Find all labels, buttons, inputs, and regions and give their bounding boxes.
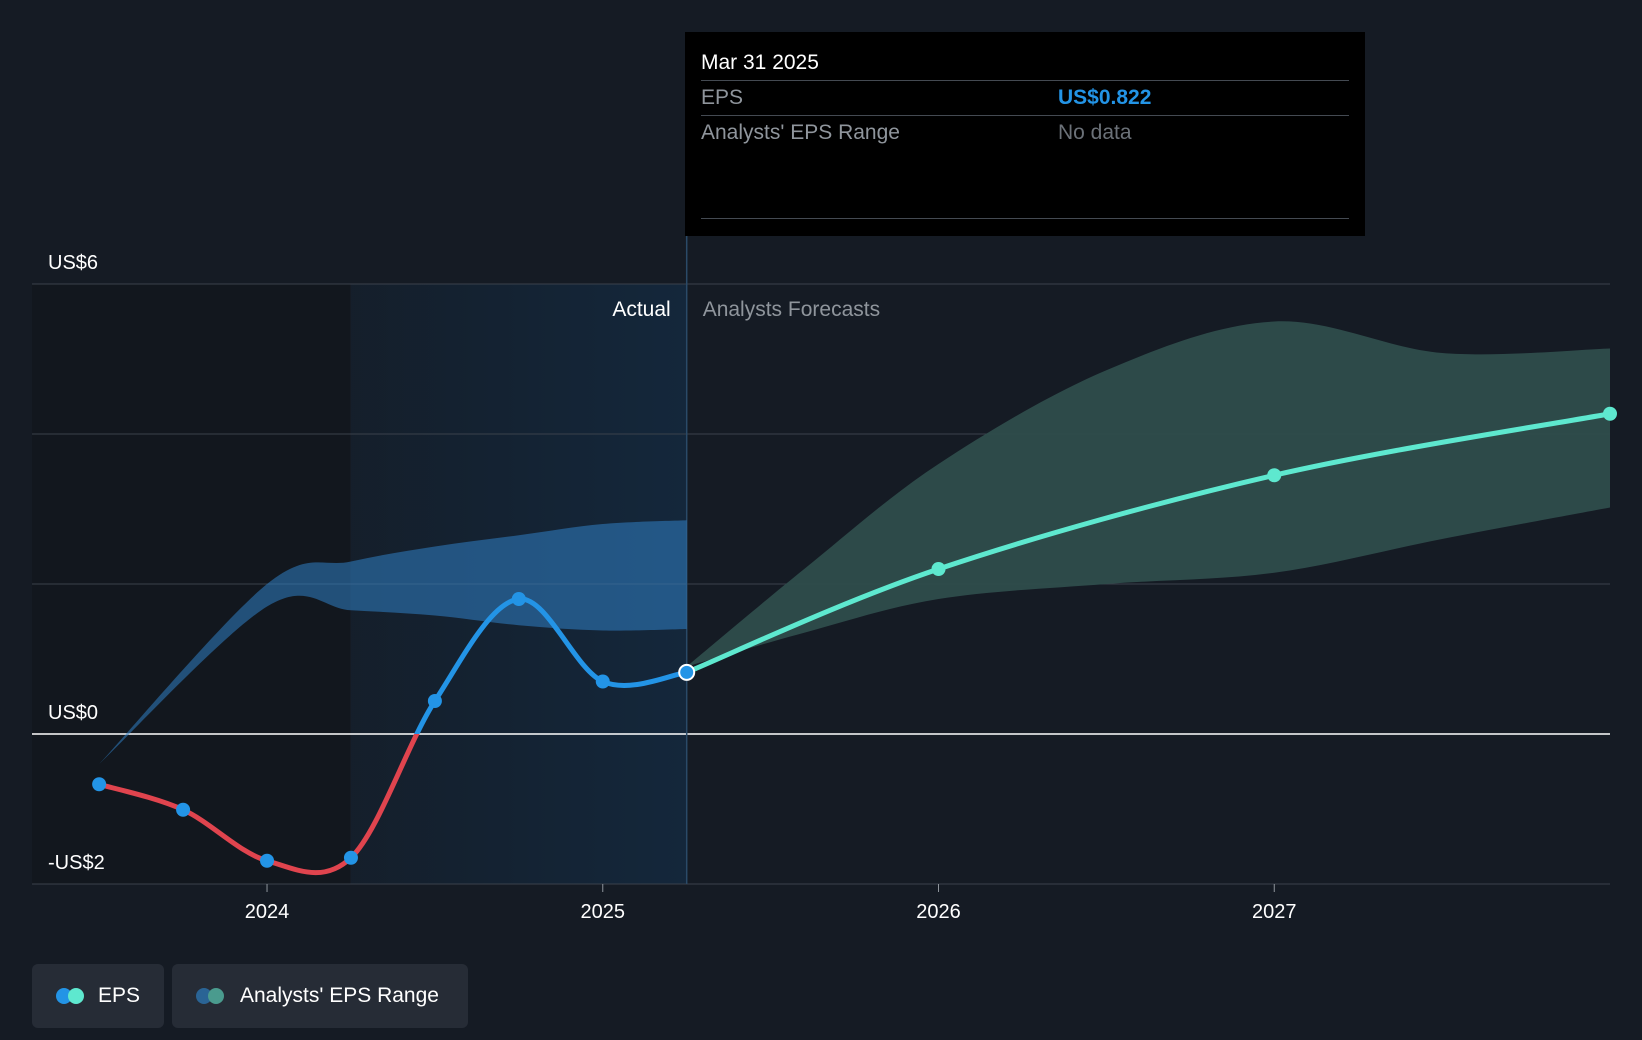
eps-forecast-line	[684, 411, 1613, 675]
tooltip-date: Mar 31 2025	[701, 46, 1349, 81]
eps-point[interactable]	[427, 694, 442, 708]
tooltip-range-label: Analysts' EPS Range	[701, 121, 900, 144]
eps-point[interactable]	[595, 674, 610, 689]
x-tick-label: 2025	[581, 901, 626, 923]
eps-lines	[96, 411, 1613, 876]
eps-point[interactable]	[176, 802, 191, 817]
tooltip-row-range: Analysts' EPS Range No data	[701, 116, 1349, 150]
actual-label: Actual	[612, 298, 670, 321]
eps-point[interactable]	[343, 850, 358, 865]
range-legend-icon	[196, 988, 226, 1004]
y-tick-label: -US$2	[48, 852, 105, 874]
tooltip-row-eps: EPS US$0.822	[701, 81, 1349, 116]
eps-forecast-point[interactable]	[931, 562, 946, 576]
x-tick-label: 2027	[1252, 901, 1297, 923]
actual-eps-range-band	[99, 520, 687, 764]
eps-point[interactable]	[511, 592, 526, 606]
legend-item-analysts-eps-range[interactable]: Analysts' EPS Range	[172, 964, 468, 1028]
analysts-forecasts-label: Analysts Forecasts	[703, 298, 880, 321]
y-tick-label: US$0	[48, 702, 98, 724]
legend-label-analysts-eps-range: Analysts' EPS Range	[240, 984, 439, 1007]
eps-point-highlighted[interactable]	[678, 663, 696, 681]
eps-point[interactable]	[92, 777, 107, 792]
x-tick-label: 2026	[916, 901, 961, 923]
eps-point[interactable]	[260, 853, 275, 868]
x-tick-label: 2024	[245, 901, 290, 923]
tooltip-eps-value: US$0.822	[1058, 86, 1152, 109]
eps-actual-line	[96, 596, 690, 876]
analyst-eps-range-bands	[99, 321, 1610, 764]
y-tick-label: US$6	[48, 252, 98, 274]
tooltip-range-value: No data	[1058, 121, 1132, 144]
tooltip-eps-label: EPS	[701, 86, 744, 109]
axis-labels: US$6 US$0 -US$2 2024 2025 2026 2027 Actual Analy…	[48, 252, 1297, 923]
legend-item-eps[interactable]: EPS	[32, 964, 164, 1028]
tooltip: Mar 31 2025 EPS US$0.822 Analysts' EPS R…	[685, 32, 1365, 236]
eps-forecast-point[interactable]	[1603, 406, 1617, 421]
eps-points	[92, 406, 1617, 868]
forecast-eps-range-band	[686, 321, 1610, 667]
tooltip-divider	[701, 218, 1349, 219]
eps-forecast-point[interactable]	[1267, 468, 1282, 483]
eps-legend-icon	[56, 988, 84, 1004]
legend-label-eps: EPS	[97, 984, 140, 1007]
